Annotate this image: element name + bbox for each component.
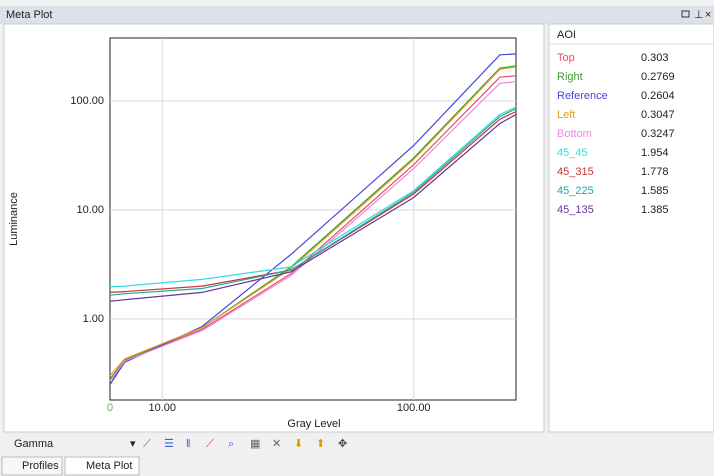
tool-icon[interactable]: ⌕ <box>228 438 234 450</box>
tool-icon[interactable]: ⬇ <box>294 438 303 450</box>
series-line <box>109 108 517 296</box>
tool-icon[interactable]: ⟋ <box>143 438 151 450</box>
mode-dropdown[interactable] <box>10 435 140 452</box>
tool-icon[interactable]: ▦ <box>250 438 260 450</box>
x-tick-label: 100.00 <box>397 402 431 414</box>
mode-label: Gamma <box>14 438 54 450</box>
x-tick-label: 10.00 <box>148 402 176 414</box>
aoi-value: 1.954 <box>641 147 669 159</box>
aoi-value: 1.585 <box>641 185 669 197</box>
aoi-value: 0.3247 <box>641 128 675 140</box>
plot-frame <box>109 37 517 401</box>
aoi-value: 0.2769 <box>641 71 675 83</box>
pin-button[interactable]: ⊥ <box>694 9 704 21</box>
aoi-value: 0.3047 <box>641 109 675 121</box>
tool-icon[interactable]: ✥ <box>338 438 347 450</box>
toolbar <box>0 433 714 455</box>
y-axis-label: Luminance <box>8 192 20 246</box>
legend-entry: 45_45 <box>557 147 588 159</box>
legend-entry: Bottom <box>557 128 592 140</box>
series-line <box>109 53 517 385</box>
legend-entry: Right <box>557 71 583 83</box>
window-title: Meta Plot <box>6 9 52 21</box>
series-line <box>109 81 517 382</box>
series-line <box>109 66 517 377</box>
aoi-value: 1.778 <box>641 166 669 178</box>
y-tick-label: 1.00 <box>83 313 104 325</box>
legend-entry: 45_135 <box>557 204 594 216</box>
legend-entry: 45_315 <box>557 166 594 178</box>
x-start-label: 0 <box>107 402 113 414</box>
x-axis-label: Gray Level <box>287 418 340 430</box>
tab-label: Profiles <box>22 460 59 472</box>
tool-icon[interactable]: ‖ <box>186 438 191 450</box>
tab-label: Meta Plot <box>86 460 132 472</box>
series-line <box>109 113 517 302</box>
legend-entry: 45_225 <box>557 185 594 197</box>
series-line <box>109 106 517 288</box>
aoi-value: 0.303 <box>641 52 669 64</box>
tool-icon[interactable]: ☰ <box>164 438 174 450</box>
tool-icon[interactable]: ⟋ <box>206 438 214 450</box>
tab[interactable] <box>1 456 63 476</box>
aoi-panel <box>548 23 714 433</box>
y-tick-label: 100.00 <box>70 95 104 107</box>
aoi-value: 0.2604 <box>641 90 675 102</box>
toolbar-icons: ⟋ ☰ ‖ ⟋ ⌕ ▦ ✕ ⬇ ⬆ ✥ <box>143 438 347 450</box>
dropdown-arrow[interactable]: ▾ <box>130 438 136 450</box>
title-bar <box>0 6 714 24</box>
float-button[interactable] <box>681 10 690 18</box>
y-tick-label: 10.00 <box>76 204 104 216</box>
plot-panel <box>3 23 545 433</box>
close-button[interactable]: × <box>705 9 711 21</box>
legend-entry: Top <box>557 52 575 64</box>
legend-entry: Reference <box>557 90 608 102</box>
table-header: AOI <box>557 29 576 41</box>
tool-icon[interactable]: ✕ <box>272 438 281 450</box>
tool-icon[interactable]: ⬆ <box>316 438 325 450</box>
aoi-value: 1.385 <box>641 204 669 216</box>
legend-entry: Left <box>557 109 575 121</box>
tab-active[interactable] <box>64 456 140 476</box>
